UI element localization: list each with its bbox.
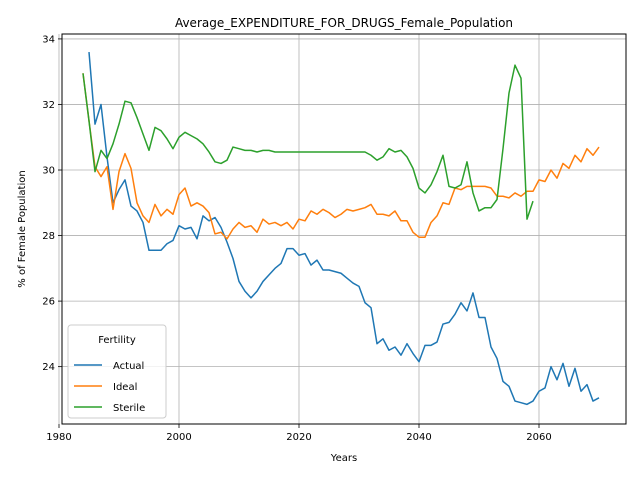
y-tick-label: 34: [42, 34, 55, 45]
legend: Fertility Actual Ideal Sterile: [67, 324, 167, 419]
series-line-ideal: [82, 73, 600, 240]
grid: [58, 34, 626, 424]
legend-label-actual: Actual: [113, 361, 144, 372]
plot-frame: [61, 33, 627, 425]
x-tick-label: 2000: [166, 432, 191, 443]
x-tick-label: 1980: [46, 432, 71, 443]
y-tick-label: 32: [42, 100, 55, 111]
x-tick-label: 2040: [406, 432, 431, 443]
x-axis-label: Years: [330, 453, 357, 464]
chart-title: Average_EXPENDITURE_FOR_DRUGS_Female_Pop…: [175, 16, 513, 30]
y-axis-label: % of Female Population: [17, 170, 28, 287]
x-tick-label: 2020: [286, 432, 311, 443]
series-group: [82, 51, 600, 406]
ticks: 1980 2000 2020 2040 2060 24 26 28 30 32 34: [42, 34, 551, 443]
legend-label-sterile: Sterile: [113, 403, 145, 414]
legend-box: [67, 324, 167, 419]
x-tick-label: 2060: [526, 432, 551, 443]
y-tick-label: 26: [42, 297, 55, 308]
legend-title: Fertility: [98, 335, 136, 346]
series-line-actual: [88, 51, 600, 406]
y-tick-label: 28: [42, 231, 55, 242]
y-tick-label: 30: [42, 166, 55, 177]
legend-label-ideal: Ideal: [113, 382, 137, 393]
series-line-sterile: [82, 64, 534, 220]
y-tick-label: 24: [42, 362, 55, 373]
